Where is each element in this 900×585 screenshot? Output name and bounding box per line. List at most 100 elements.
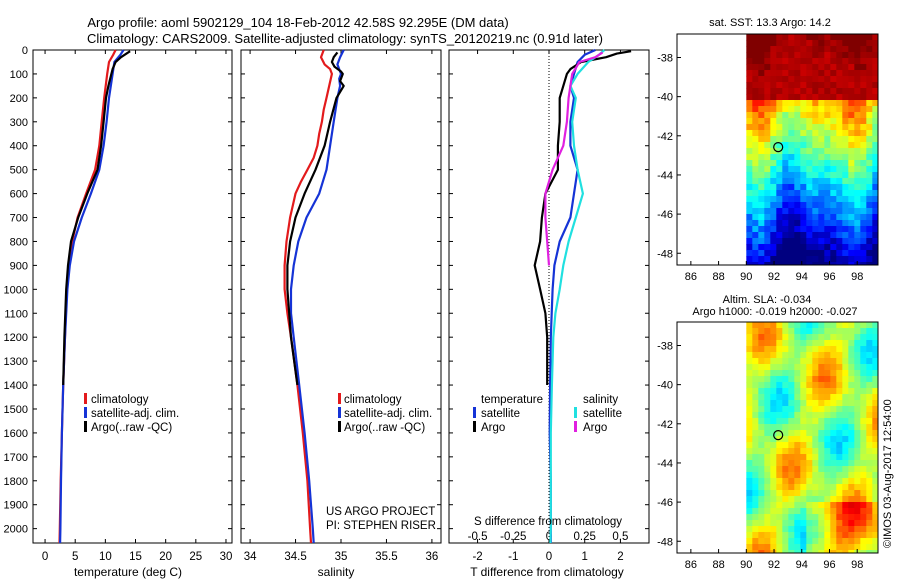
map-cell bbox=[872, 340, 879, 347]
map-cell bbox=[764, 364, 771, 371]
map-cell bbox=[752, 46, 759, 53]
map-y-tick-label: -44 bbox=[657, 458, 673, 470]
map-cell bbox=[824, 436, 831, 443]
map-cell bbox=[764, 484, 771, 491]
map-cell bbox=[794, 256, 801, 263]
map-cell bbox=[830, 124, 837, 131]
map-cell bbox=[830, 172, 837, 179]
map-cell bbox=[872, 244, 879, 251]
map-cell bbox=[764, 208, 771, 215]
map-cell bbox=[872, 406, 879, 413]
map-cell bbox=[764, 76, 771, 83]
map-cell bbox=[806, 358, 813, 365]
map-cell bbox=[788, 472, 795, 479]
map-cell bbox=[800, 370, 807, 377]
map-cell bbox=[824, 352, 831, 359]
map-cell bbox=[818, 46, 825, 53]
map-cell bbox=[854, 466, 861, 473]
map-cell bbox=[746, 88, 753, 95]
map-cell bbox=[776, 382, 783, 389]
map-cell bbox=[818, 142, 825, 149]
map-cell bbox=[770, 442, 777, 449]
map-cell bbox=[782, 190, 789, 197]
map-cell bbox=[812, 226, 819, 233]
map-cell bbox=[776, 244, 783, 251]
map-cell bbox=[854, 460, 861, 467]
map-cell bbox=[830, 76, 837, 83]
map-cell bbox=[794, 250, 801, 257]
map-cell bbox=[806, 406, 813, 413]
map-cell bbox=[848, 460, 855, 467]
map-cell bbox=[776, 550, 783, 554]
map-cell bbox=[860, 184, 867, 191]
map-cell bbox=[746, 190, 753, 197]
map-cell bbox=[830, 82, 837, 89]
map-cell bbox=[788, 394, 795, 401]
map-cell bbox=[776, 52, 783, 59]
map-cell bbox=[824, 214, 831, 221]
map-cell bbox=[866, 52, 873, 59]
map-cell bbox=[842, 454, 849, 461]
map-cell bbox=[824, 388, 831, 395]
map-cell bbox=[854, 340, 861, 347]
map-cell bbox=[746, 334, 753, 341]
map-cell bbox=[812, 244, 819, 251]
map-cell bbox=[788, 40, 795, 47]
map-cell bbox=[758, 388, 765, 395]
map-cell bbox=[842, 478, 849, 485]
map-cell bbox=[830, 364, 837, 371]
map-cell bbox=[788, 226, 795, 233]
map-cell bbox=[758, 58, 765, 65]
map-cell bbox=[818, 388, 825, 395]
map-cell bbox=[776, 520, 783, 527]
map-cell bbox=[824, 220, 831, 227]
map-cell bbox=[782, 454, 789, 461]
map-cell bbox=[782, 460, 789, 467]
map-cell bbox=[824, 58, 831, 65]
map-cell bbox=[872, 454, 879, 461]
map-cell bbox=[752, 364, 759, 371]
map-cell bbox=[782, 76, 789, 83]
map-cell bbox=[854, 430, 861, 437]
map-cell bbox=[854, 220, 861, 227]
map-cell bbox=[758, 472, 765, 479]
map-cell bbox=[872, 76, 879, 83]
depth-tick-label: 100 bbox=[10, 69, 28, 81]
map-cell bbox=[872, 190, 879, 197]
map-cell bbox=[758, 214, 765, 221]
map-cell bbox=[836, 154, 843, 161]
map-cell bbox=[782, 364, 789, 371]
map-cell bbox=[824, 208, 831, 215]
map-cell bbox=[818, 208, 825, 215]
map-cell bbox=[866, 214, 873, 221]
map-cell bbox=[818, 178, 825, 185]
map-cell bbox=[866, 490, 873, 497]
map-cell bbox=[836, 550, 843, 554]
depth-tick-label: 600 bbox=[10, 189, 28, 201]
map-cell bbox=[800, 232, 807, 239]
map-cell bbox=[776, 388, 783, 395]
map-cell bbox=[818, 52, 825, 59]
map-cell bbox=[818, 514, 825, 521]
map-cell bbox=[830, 514, 837, 521]
map-cell bbox=[848, 136, 855, 143]
map-cell bbox=[752, 394, 759, 401]
map-cell bbox=[776, 166, 783, 173]
map-cell bbox=[770, 154, 777, 161]
map-cell bbox=[794, 490, 801, 497]
map-cell bbox=[842, 100, 849, 107]
map-cell bbox=[866, 328, 873, 335]
map-cell bbox=[764, 238, 771, 245]
map-cell bbox=[860, 172, 867, 179]
map-cell bbox=[758, 112, 765, 119]
map-cell bbox=[848, 334, 855, 341]
map-cell bbox=[770, 460, 777, 467]
map-cell bbox=[800, 196, 807, 203]
map-cell bbox=[764, 160, 771, 167]
salinity-xlabel: salinity bbox=[318, 565, 355, 579]
map-cell bbox=[866, 130, 873, 137]
map-cell bbox=[872, 394, 879, 401]
x-tick-label: 20 bbox=[159, 551, 172, 563]
legend-label-s-satellite: satellite bbox=[583, 408, 622, 420]
map-cell bbox=[752, 382, 759, 389]
